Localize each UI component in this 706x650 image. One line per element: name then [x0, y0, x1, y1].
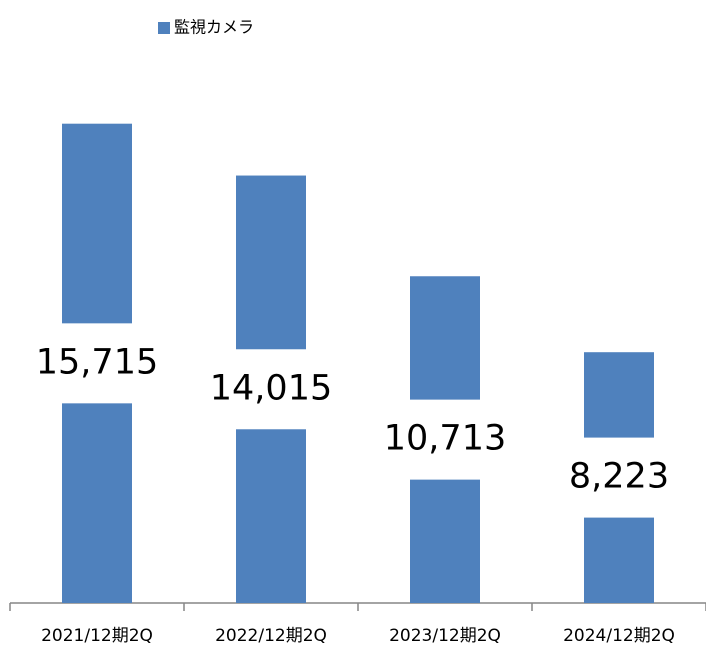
legend-swatch [158, 22, 170, 34]
legend-label: 監視カメラ [174, 18, 254, 37]
x-tick-label: 2024/12期2Q [563, 626, 675, 646]
label-background [409, 399, 481, 480]
label-background [61, 323, 133, 404]
data-label: 8,223 [569, 457, 669, 497]
data-label: 15,715 [36, 342, 158, 382]
x-tick-label: 2021/12期2Q [41, 626, 153, 646]
data-label: 14,015 [210, 368, 332, 408]
x-tick-label: 2022/12期2Q [215, 626, 327, 646]
label-background [583, 437, 655, 518]
data-label: 10,713 [384, 419, 506, 459]
label-background [235, 349, 307, 430]
x-tick-label: 2023/12期2Q [389, 626, 501, 646]
